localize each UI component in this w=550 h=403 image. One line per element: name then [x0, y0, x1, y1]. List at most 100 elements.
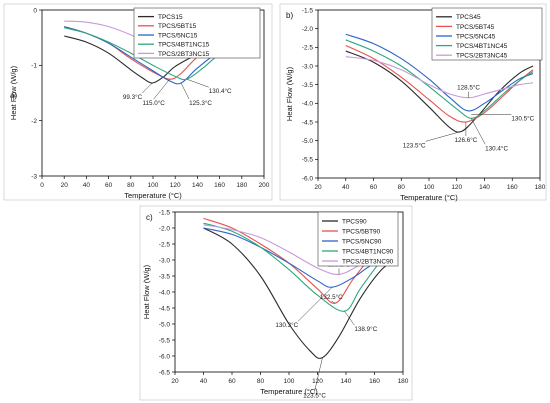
x-tick-label: 140	[341, 378, 352, 385]
x-axis-label: Temperature (°C)	[400, 193, 458, 202]
x-tick-label: 160	[507, 184, 518, 191]
annotation-leader	[470, 118, 486, 145]
x-tick-label: 160	[369, 378, 380, 385]
annotation-leader	[298, 287, 333, 322]
y-tick-label: -4.0	[159, 289, 171, 296]
y-tick-label: -1.5	[302, 7, 314, 14]
y-tick-label: -3.5	[159, 273, 171, 280]
x-tick-label: 60	[228, 378, 236, 385]
annotation-label: 123.5°C	[403, 141, 426, 149]
legend-entry: TPCS45	[456, 14, 481, 21]
y-tick-label: -3.0	[302, 63, 314, 70]
annotation-label: 123.5°C	[303, 392, 326, 400]
x-tick-label: 40	[200, 378, 208, 385]
annotation-leader	[344, 311, 355, 326]
y-tick-label: -2.0	[302, 26, 314, 33]
x-tick-label: 0	[40, 182, 44, 189]
legend-entry: TPCS15	[158, 14, 183, 21]
annotation-label: 99.3°C	[123, 93, 143, 101]
y-tick-label: -4.0	[302, 101, 314, 108]
y-tick-label: -6.5	[159, 369, 171, 376]
y-axis-label: Heat Flow (W/g)	[142, 264, 151, 319]
x-tick-label: 80	[398, 184, 406, 191]
series-line-tpcs-5nc45	[345, 33, 534, 112]
panel-label: c)	[146, 213, 153, 222]
y-tick-label: -1.5	[159, 209, 171, 216]
y-tick-label: -5.0	[302, 138, 314, 145]
annotation-label: 115.0°C	[142, 99, 165, 107]
x-tick-label: 100	[284, 378, 295, 385]
x-tick-label: 120	[170, 182, 181, 189]
annotation-label: 126.6°C	[454, 136, 477, 144]
y-tick-label: -5.5	[302, 157, 314, 164]
chart-panel-3: 20 40 60 80 100 120 140 160 180 -6.5 -6.0 -5.5 -5.0 -…	[139, 205, 413, 401]
legend-entry: TPCS/5NC90	[342, 238, 382, 245]
y-tick-label: -1	[31, 63, 37, 70]
annotation-label: 128.5°C	[457, 84, 480, 92]
x-tick-label: 120	[451, 184, 462, 191]
x-tick-label: 60	[105, 182, 113, 189]
x-tick-label: 20	[61, 182, 69, 189]
annotation-leader	[153, 79, 170, 100]
legend-entry: TPCS/5BT15	[158, 23, 197, 30]
x-axis-label: Temperature (°C)	[124, 191, 182, 200]
series-line-tpcs-4bt1nc15	[64, 27, 243, 81]
panel-label: b)	[286, 11, 293, 20]
annotation-label: 130.3°C	[275, 321, 298, 329]
series-line-tpcs-5bt45	[345, 44, 534, 123]
y-tick-label: -6.0	[302, 175, 314, 182]
x-axis-label: Temperature (°C)	[260, 387, 318, 396]
legend-entry: TPCS/5NC15	[158, 32, 198, 39]
y-tick-label: -5.5	[159, 337, 171, 344]
y-axis-label: Heat Flow (W/g)	[9, 65, 18, 120]
legend-entry: TPCS/5BT45	[456, 24, 495, 31]
y-tick-label: -2.0	[159, 225, 171, 232]
annotation-leader	[425, 131, 462, 142]
series-line-tpcs45	[345, 50, 534, 133]
chart-panel-2: 20 40 60 80 100 120 140 160 180 -6.0 -5.5 -5.0 -4.5 -…	[279, 3, 547, 202]
annotation-leader	[142, 82, 153, 94]
annotation-leader	[331, 300, 336, 304]
x-tick-label: 20	[171, 378, 179, 385]
y-tick-label: -4.5	[159, 305, 171, 312]
y-tick-label: 0	[33, 7, 37, 14]
y-axis-label: Heat Flow (W/g)	[285, 66, 294, 121]
legend-entry: TPCS/2BT3NC90	[342, 258, 394, 265]
series-line-tpcs-5nc90	[203, 227, 397, 288]
y-tick-label: -3	[31, 173, 37, 180]
x-tick-label: 40	[342, 184, 350, 191]
y-tick-label: -2.5	[302, 45, 314, 52]
x-tick-label: 80	[127, 182, 135, 189]
annotation-label: 132.5°C	[320, 293, 343, 301]
y-tick-label: -6.0	[159, 353, 171, 360]
x-tick-label: 180	[398, 378, 409, 385]
x-tick-label: 160	[214, 182, 225, 189]
y-tick-label: -3.0	[159, 257, 171, 264]
annotation-label: 130.5°C	[511, 115, 534, 123]
y-tick-label: -5.0	[159, 321, 171, 328]
y-tick-label: -2	[31, 118, 37, 125]
annotation-leader	[180, 82, 190, 100]
legend-entry: TPCS/2BT3NC15	[158, 51, 210, 58]
legend-entry: TPCS/4BT1NC90	[342, 248, 394, 255]
series-line-tpcs-2bt3nc45	[345, 56, 534, 99]
legend-box	[133, 7, 261, 59]
x-tick-label: 120	[312, 378, 323, 385]
x-tick-label: 140	[479, 184, 490, 191]
x-tick-label: 100	[424, 184, 435, 191]
x-tick-label: 100	[148, 182, 159, 189]
legend-entry: TPCS90	[342, 218, 367, 225]
annotation-label: 130.4°C	[209, 87, 232, 95]
series-line-tpcs90	[203, 227, 397, 359]
y-tick-label: -4.5	[302, 119, 314, 126]
x-tick-label: 40	[83, 182, 91, 189]
y-tick-label: -3.5	[302, 82, 314, 89]
series-line-tpcs-4bt1nc90	[203, 222, 397, 312]
x-tick-label: 200	[259, 182, 270, 189]
legend-entry: TPCS/2BT3NC45	[456, 53, 508, 60]
annotation-leader	[186, 78, 209, 88]
legend-entry: TPCS/5NC45	[456, 33, 496, 40]
x-tick-label: 140	[192, 182, 203, 189]
legend-entry: TPCS/5BT90	[342, 228, 381, 235]
